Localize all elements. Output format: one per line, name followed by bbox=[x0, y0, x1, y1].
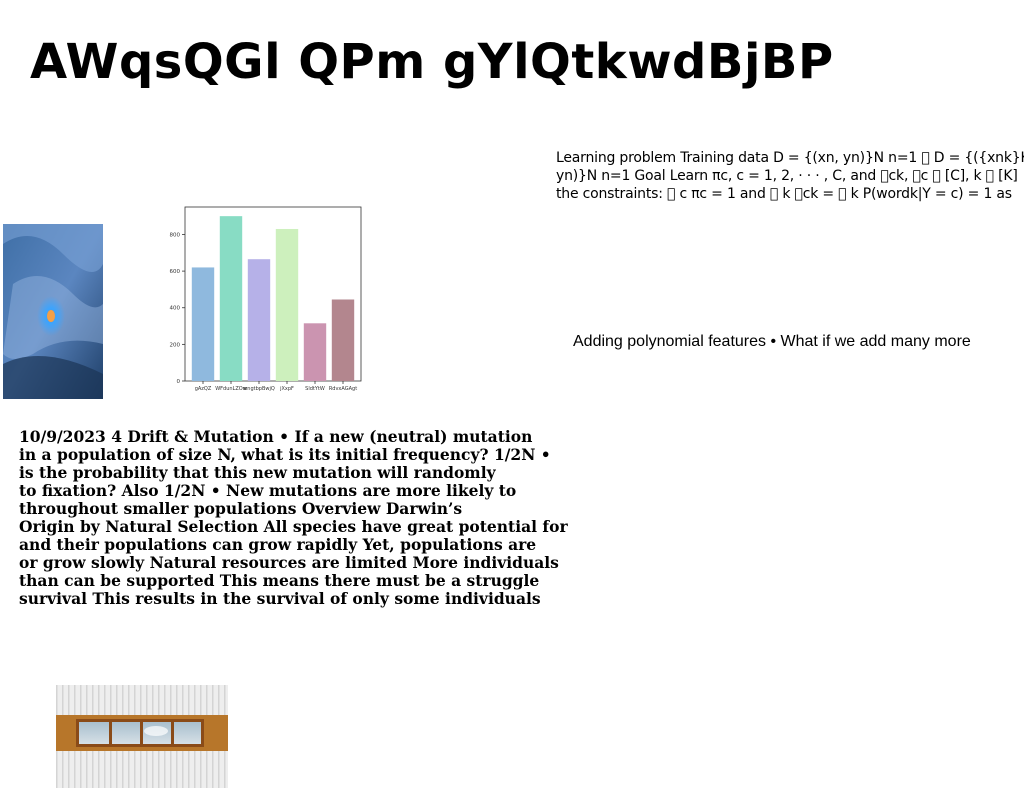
x-tick-label: gAzQZ bbox=[195, 386, 212, 392]
y-tick-label: 400 bbox=[170, 306, 181, 312]
drift-mutation-text: 10/9/2023 4 Drift & Mutation • If a new … bbox=[19, 427, 568, 608]
y-tick-label: 0 bbox=[177, 379, 181, 385]
y-tick-label: 600 bbox=[170, 269, 181, 275]
x-tick-label: WFdunLZOw bbox=[215, 386, 247, 392]
chart-bars bbox=[191, 216, 355, 381]
page-title: AWqsQGl QPm gYlQtkwdBjBP bbox=[30, 34, 834, 90]
bar-jXxpF bbox=[275, 228, 299, 381]
bar-RdvxAGAgt bbox=[331, 299, 355, 381]
bar-SldtYtW bbox=[303, 323, 327, 381]
y-tick-label: 800 bbox=[170, 232, 181, 238]
bar-wngtbpBwjQ bbox=[247, 259, 271, 381]
learning-problem-text: Learning problem Training data D = {(xn,… bbox=[556, 150, 1024, 202]
chart-axes bbox=[182, 206, 362, 384]
bar-gAzQZ bbox=[191, 267, 215, 381]
building-window-photo bbox=[56, 685, 228, 788]
polynomial-features-text: Adding polynomial features • What if we … bbox=[573, 333, 971, 350]
plot-frame bbox=[184, 206, 362, 382]
x-tick-label: wngtbpBwjQ bbox=[243, 386, 275, 392]
bar-WFdunLZOw bbox=[219, 216, 243, 381]
blue-abstract-photo bbox=[3, 224, 103, 399]
x-tick-label: jXxpF bbox=[279, 386, 294, 392]
y-tick-label: 200 bbox=[170, 342, 181, 348]
x-tick-label: RdvxAGAgt bbox=[329, 386, 357, 392]
x-tick-label: SldtYtW bbox=[305, 386, 325, 392]
